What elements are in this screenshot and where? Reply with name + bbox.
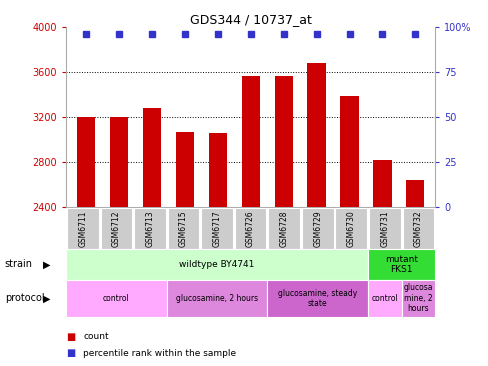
Text: GSM6731: GSM6731 (380, 210, 388, 247)
Bar (109, 116, 127, 207)
Text: GSM6715: GSM6715 (179, 210, 187, 247)
Text: mutant
FKS1: mutant FKS1 (385, 255, 417, 274)
Text: percentile rank within the sample: percentile rank within the sample (83, 349, 236, 358)
Text: ▶: ▶ (42, 293, 50, 303)
Text: GSM6728: GSM6728 (279, 210, 288, 247)
Title: GDS344 / 10737_at: GDS344 / 10737_at (189, 13, 311, 26)
Bar (241, 76, 259, 207)
Text: ■: ■ (66, 348, 75, 358)
Text: ▶: ▶ (42, 259, 50, 269)
Text: strain: strain (5, 259, 33, 269)
Text: GSM6713: GSM6713 (145, 210, 154, 247)
Bar (175, 132, 193, 207)
Text: glucosamine, steady
state: glucosamine, steady state (278, 288, 357, 308)
Text: GSM6726: GSM6726 (245, 210, 255, 247)
Bar (340, 96, 358, 207)
Text: count: count (83, 332, 108, 341)
Text: glucosamine, 2 hours: glucosamine, 2 hours (176, 294, 258, 303)
Text: ■: ■ (66, 332, 75, 342)
Bar (77, 117, 95, 207)
Text: GSM6717: GSM6717 (212, 210, 221, 247)
Bar (142, 108, 161, 207)
Bar (274, 76, 292, 207)
Text: GSM6730: GSM6730 (346, 210, 355, 247)
Text: GSM6732: GSM6732 (413, 210, 422, 247)
Bar (373, 160, 391, 207)
Text: GSM6729: GSM6729 (313, 210, 322, 247)
Text: glucosa
mine, 2
hours: glucosa mine, 2 hours (403, 283, 432, 313)
Text: control: control (103, 294, 129, 303)
Bar (307, 63, 325, 207)
Text: GSM6711: GSM6711 (78, 210, 87, 247)
Bar (208, 133, 226, 207)
Text: protocol: protocol (5, 293, 44, 303)
Text: control: control (371, 294, 397, 303)
Bar (406, 180, 424, 207)
Text: wildtype BY4741: wildtype BY4741 (179, 260, 254, 269)
Text: GSM6712: GSM6712 (112, 210, 121, 247)
